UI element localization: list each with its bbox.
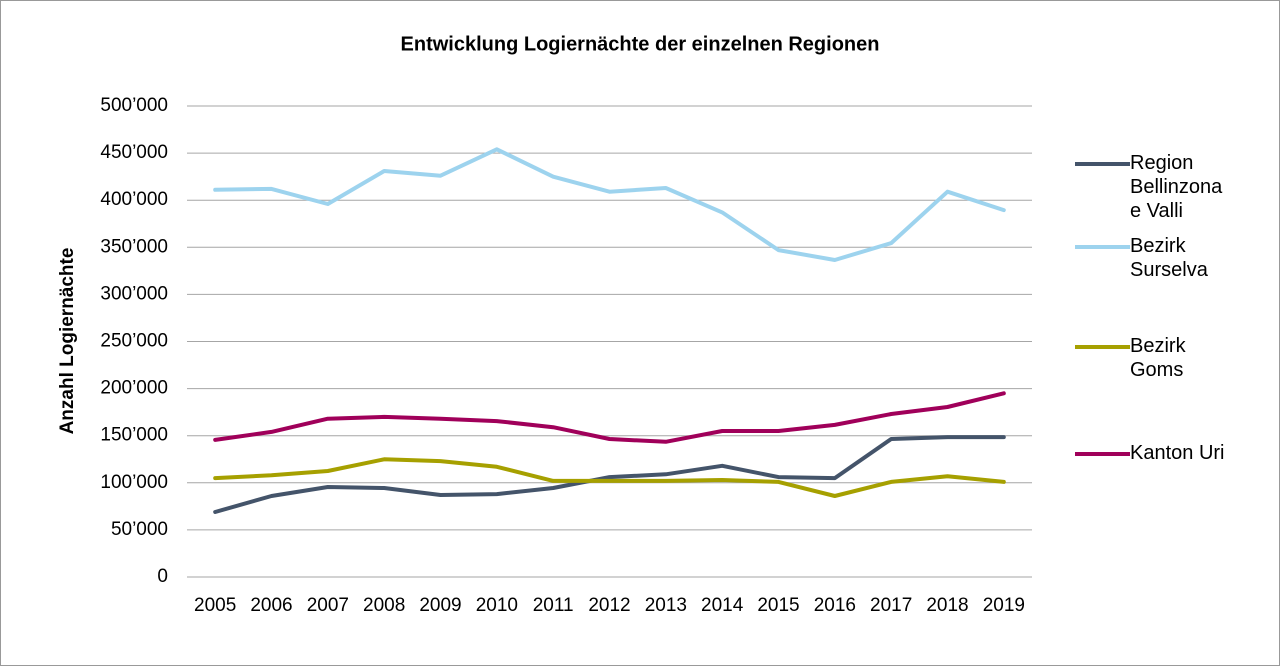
x-tick-label: 2009 bbox=[419, 595, 461, 616]
y-tick-label: 500’000 bbox=[100, 95, 168, 116]
line-series bbox=[213, 457, 1006, 498]
chart-title: Entwicklung Logiernächte der einzelnen R… bbox=[401, 33, 880, 55]
legend-swatch bbox=[1075, 162, 1130, 166]
y-tick-label: 200’000 bbox=[100, 378, 168, 399]
y-tick-label: 100’000 bbox=[100, 472, 168, 493]
legend-item: Region Bellinzona e Valli bbox=[1075, 151, 1275, 223]
legend-label: Kanton Uri bbox=[1130, 442, 1225, 464]
x-tick-label: 2014 bbox=[701, 595, 744, 616]
line-series bbox=[213, 391, 1006, 444]
legend-label: Bezirk Surselva bbox=[1130, 235, 1208, 281]
legend-label: Region Bellinzona e Valli bbox=[1130, 152, 1223, 222]
legend-swatch bbox=[1075, 345, 1130, 349]
x-tick-label: 2019 bbox=[983, 595, 1025, 616]
y-tick-label: 400’000 bbox=[100, 189, 168, 210]
legend-swatch bbox=[1075, 452, 1130, 456]
y-axis-title: Anzahl Logiernächte bbox=[57, 248, 78, 435]
y-tick-label: 350’000 bbox=[100, 236, 168, 257]
x-tick-label: 2006 bbox=[250, 595, 292, 616]
x-tick-label: 2016 bbox=[814, 595, 856, 616]
y-tick-label: 50’000 bbox=[111, 519, 168, 540]
legend-item: Kanton Uri bbox=[1075, 441, 1275, 465]
x-tick-label: 2015 bbox=[757, 595, 799, 616]
y-tick-label: 250’000 bbox=[100, 331, 168, 352]
legend-item: Bezirk Surselva bbox=[1075, 234, 1275, 282]
x-tick-label: 2018 bbox=[926, 595, 968, 616]
legend-item: Bezirk Goms bbox=[1075, 334, 1275, 382]
x-tick-label: 2010 bbox=[476, 595, 518, 616]
line-series bbox=[213, 147, 1006, 262]
y-tick-label: 0 bbox=[157, 566, 168, 587]
x-tick-label: 2011 bbox=[533, 595, 574, 616]
x-tick-label: 2013 bbox=[645, 595, 687, 616]
x-tick-label: 2008 bbox=[363, 595, 405, 616]
y-tick-label: 300’000 bbox=[100, 283, 168, 304]
legend-swatch bbox=[1075, 245, 1130, 249]
legend-label: Bezirk Goms bbox=[1130, 335, 1186, 381]
x-tick-label: 2007 bbox=[307, 595, 349, 616]
x-tick-label: 2017 bbox=[870, 595, 912, 616]
x-tick-label: 2005 bbox=[194, 595, 236, 616]
y-tick-label: 450’000 bbox=[100, 142, 168, 163]
x-tick-label: 2012 bbox=[588, 595, 630, 616]
y-tick-label: 150’000 bbox=[100, 425, 168, 446]
line-series bbox=[213, 435, 1006, 514]
